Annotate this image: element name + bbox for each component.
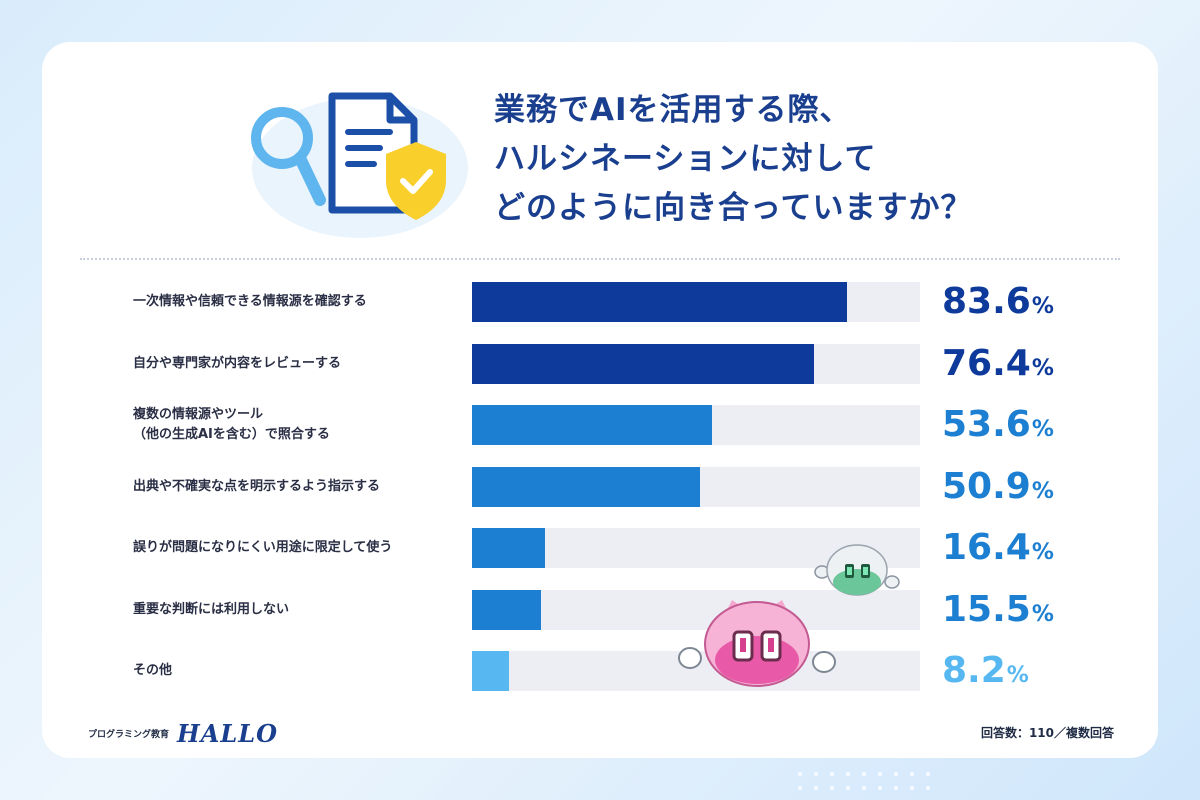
divider	[80, 258, 1120, 260]
value-number: 50.9	[942, 466, 1031, 507]
bar	[472, 405, 713, 445]
value-label: 50.9%	[942, 467, 1082, 512]
document-search-illustration	[251, 92, 468, 238]
bar	[472, 467, 701, 507]
category-label: 出典や不確実な点を明示するよう指示する	[133, 477, 453, 497]
bar	[472, 344, 815, 384]
chart-title: 業務でAIを活用する際、 ハルシネーションに対して どのように向き合っていますか…	[494, 86, 1094, 233]
value-number: 15.5	[942, 589, 1031, 630]
bar-track	[472, 405, 920, 445]
shield-check-icon	[386, 142, 446, 220]
pink-robot-mascot	[678, 600, 836, 687]
bar-track	[472, 282, 920, 322]
chart-card	[42, 42, 1158, 758]
category-label-line: その他	[133, 663, 173, 678]
value-label: 16.4%	[942, 528, 1082, 573]
value-number: 8.2	[942, 650, 1006, 691]
value-unit: %	[1031, 294, 1054, 319]
category-label-line: 自分や専門家が内容をレビューする	[133, 356, 342, 371]
value-number: 16.4	[942, 527, 1031, 568]
category-label-line: 複数の情報源やツール	[133, 407, 264, 422]
category-label-line: 誤りが問題になりにくい用途に限定して使う	[133, 540, 393, 555]
value-number: 76.4	[942, 343, 1031, 384]
category-label: その他	[133, 661, 453, 681]
category-label: 重要な判断には利用しない	[133, 600, 453, 620]
bar	[472, 590, 542, 630]
bar-track	[472, 467, 920, 507]
value-label: 83.6%	[942, 282, 1082, 327]
magnifier-icon	[251, 107, 326, 206]
green-robot-mascot	[814, 544, 900, 596]
response-count-note: 回答数：110／複数回答	[980, 726, 1114, 740]
value-unit: %	[1031, 540, 1054, 565]
dot-pattern	[798, 772, 930, 790]
category-label: 複数の情報源やツール （他の生成AIを含む）で照合する	[133, 405, 453, 445]
value-label: 53.6%	[942, 405, 1082, 450]
category-label-line: 重要な判断には利用しない	[133, 602, 290, 617]
bar-track	[472, 344, 920, 384]
title-line: どのように向き合っていますか？	[494, 190, 973, 226]
brand-tagline: プログラミング教育	[88, 729, 170, 740]
value-unit: %	[1031, 356, 1054, 381]
value-label: 8.2%	[942, 651, 1082, 696]
bar	[472, 651, 509, 691]
category-label: 誤りが問題になりにくい用途に限定して使う	[133, 538, 453, 558]
category-label-line: 出典や不確実な点を明示するよう指示する	[133, 479, 381, 494]
value-unit: %	[1031, 417, 1054, 442]
value-unit: %	[1031, 602, 1054, 627]
value-unit: %	[1031, 479, 1054, 504]
category-label: 自分や専門家が内容をレビューする	[133, 354, 453, 374]
value-label: 15.5%	[942, 590, 1082, 635]
bar	[472, 282, 847, 322]
bar-track	[472, 590, 920, 630]
category-label: 一次情報や信頼できる情報源を確認する	[133, 292, 453, 312]
brand-logo: HALLO	[177, 718, 278, 748]
category-label-line: 一次情報や信頼できる情報源を確認する	[133, 294, 367, 309]
category-label-line: （他の生成AIを含む）で照合する	[133, 427, 330, 442]
title-line: ハルシネーションに対して	[494, 141, 877, 177]
bar	[472, 528, 546, 568]
value-number: 53.6	[942, 404, 1031, 445]
brand-footer: プログラミング教育 HALLO	[88, 718, 278, 748]
value-number: 83.6	[942, 281, 1031, 322]
value-label: 76.4%	[942, 344, 1082, 389]
title-line: 業務でAIを活用する際、	[494, 92, 852, 128]
value-unit: %	[1006, 663, 1029, 688]
